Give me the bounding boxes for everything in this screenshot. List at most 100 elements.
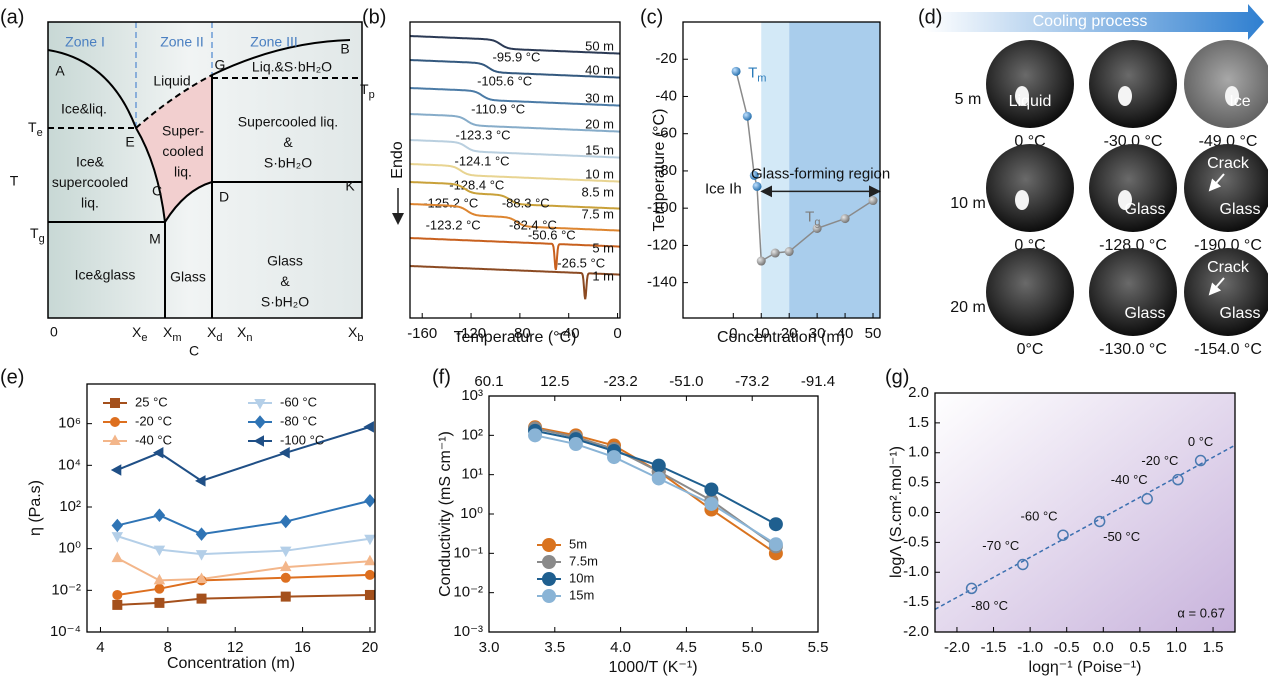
x2-tick-label: 60.1 bbox=[474, 373, 503, 390]
x-axis-label: 1000/T (K⁻¹) bbox=[608, 659, 697, 676]
marker bbox=[152, 447, 164, 459]
dsc-curve bbox=[410, 35, 620, 55]
x-tick-label: 10 bbox=[753, 325, 770, 342]
region-label: & bbox=[283, 134, 293, 150]
data-point bbox=[1017, 558, 1029, 571]
text-sub: d bbox=[216, 332, 222, 344]
dsc-curve bbox=[410, 87, 620, 107]
x-tick-label: 1.0 bbox=[1166, 639, 1187, 656]
zone-label: Zone II bbox=[160, 34, 204, 50]
photo-caption: -190.0 °C bbox=[1194, 237, 1262, 254]
series-label: 20 m bbox=[585, 116, 614, 131]
region-label: Super- bbox=[162, 123, 204, 139]
region-label: S·bH₂O bbox=[261, 294, 309, 310]
legend-label: -60 °C bbox=[280, 394, 317, 409]
value-label: -110.9 °C bbox=[471, 101, 525, 116]
marker bbox=[542, 572, 556, 586]
marker bbox=[280, 572, 291, 583]
x-mark-label: Xn bbox=[237, 324, 252, 344]
zone-label: Zone I bbox=[65, 34, 105, 50]
text-main: X bbox=[348, 324, 358, 340]
marker bbox=[109, 434, 121, 445]
x-tick-label: 5.0 bbox=[742, 639, 763, 656]
marker bbox=[254, 399, 266, 410]
x2-tick-label: -23.2 bbox=[603, 373, 637, 390]
value-label: -82.4 °C bbox=[509, 217, 557, 232]
y-tick-label: 10⁴ bbox=[58, 456, 81, 473]
region-label: supercooled bbox=[52, 174, 128, 190]
x-tick-label: 20 bbox=[362, 639, 379, 656]
panel-label: (c) bbox=[640, 6, 663, 28]
y-axis-label: η (Pa.s) bbox=[27, 480, 44, 536]
x-tick-label: -160 bbox=[407, 325, 437, 342]
series-label: 5 m bbox=[592, 240, 614, 255]
region-label: Ice&liq. bbox=[61, 101, 107, 117]
x-tick-label: -1.0 bbox=[1017, 639, 1043, 656]
y-tick-label: -1.0 bbox=[903, 563, 929, 580]
value-label: -125.2 °C bbox=[423, 195, 478, 210]
y-tick-label: 2.0 bbox=[908, 384, 929, 401]
frame bbox=[682, 21, 881, 319]
data-point bbox=[1141, 493, 1153, 505]
text-main: T bbox=[28, 119, 37, 135]
photo-caption: -128.0 °C bbox=[1099, 237, 1167, 254]
region-band bbox=[761, 22, 790, 318]
x-tick-label: -2.0 bbox=[944, 639, 970, 656]
y-mark-label: Tg bbox=[30, 225, 45, 245]
text-sub: e bbox=[141, 332, 147, 344]
text-main: X bbox=[132, 324, 142, 340]
marker bbox=[704, 496, 719, 511]
y-tick-label: 10⁰ bbox=[460, 505, 483, 522]
y-tick-label: -100 bbox=[647, 199, 677, 216]
y-tick-label: 10⁻¹ bbox=[453, 544, 483, 561]
x-tick-label: -120 bbox=[456, 325, 486, 342]
panel-label: (f) bbox=[432, 366, 451, 388]
data-point bbox=[756, 256, 766, 266]
sample-photo bbox=[986, 40, 1074, 128]
y-tick-label: 10² bbox=[59, 498, 81, 515]
supercooled-region bbox=[136, 75, 212, 222]
photo-overlay: Liquid bbox=[1009, 93, 1052, 110]
series-label: 15 m bbox=[585, 142, 614, 157]
annotation: α = 0.67 bbox=[1177, 605, 1225, 620]
series-label: 1 m bbox=[592, 268, 614, 283]
legend-label: -80 °C bbox=[280, 413, 317, 428]
marker bbox=[542, 555, 556, 569]
x-mark-label: Xm bbox=[163, 324, 182, 344]
value-label: -124.1 °C bbox=[455, 153, 510, 168]
fit-line bbox=[934, 444, 1236, 611]
sample-photo bbox=[986, 248, 1074, 336]
cooling-title: Cooling process bbox=[1033, 13, 1148, 30]
region-label: Ice&glass bbox=[75, 267, 136, 283]
value-label: -50.6 °C bbox=[528, 227, 576, 242]
marker bbox=[110, 464, 122, 476]
marker bbox=[651, 471, 666, 486]
x2-tick-label: -51.0 bbox=[669, 373, 703, 390]
marker bbox=[364, 493, 376, 508]
x-mark-label: Xb bbox=[348, 324, 363, 344]
photo-caption: -154.0 °C bbox=[1194, 341, 1262, 358]
x-tick-label: 4.0 bbox=[610, 639, 631, 656]
y-tick-label: 10³ bbox=[461, 387, 483, 404]
photo-caption: 0°C bbox=[1017, 341, 1044, 358]
cooling-arrow bbox=[925, 4, 1264, 40]
marker bbox=[364, 569, 375, 580]
x-tick-label: 0 bbox=[613, 325, 621, 342]
x-tick-label: -40 bbox=[558, 325, 580, 342]
data-point bbox=[840, 214, 850, 224]
point-label: 0 °C bbox=[1188, 434, 1213, 449]
connector-line bbox=[756, 186, 762, 262]
x-axis-label: Temperature (°C) bbox=[454, 329, 577, 346]
text-sub: g bbox=[39, 233, 45, 245]
point-label: -70 °C bbox=[982, 538, 1019, 553]
legend-label: 25 °C bbox=[135, 394, 168, 409]
panel-label: (a) bbox=[0, 6, 24, 28]
region-label: S·bH₂O bbox=[264, 155, 312, 171]
sample-photo bbox=[986, 144, 1074, 232]
marker bbox=[364, 534, 376, 546]
marker bbox=[110, 398, 120, 408]
text-sub: m bbox=[757, 72, 766, 84]
marker bbox=[768, 537, 783, 552]
text-main: T bbox=[360, 81, 369, 97]
text-main: X bbox=[237, 324, 247, 340]
